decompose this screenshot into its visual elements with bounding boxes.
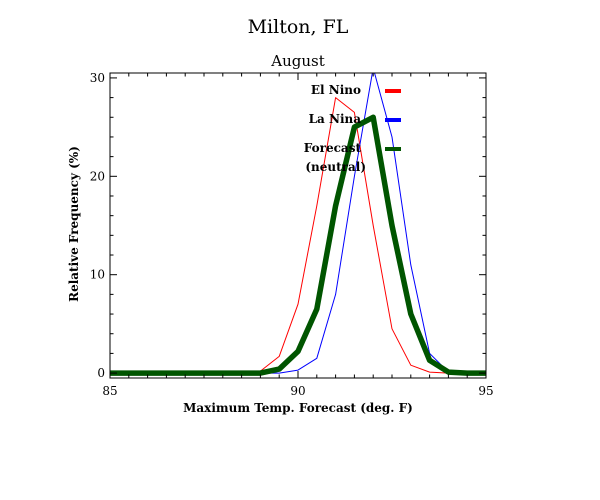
y-tick-label: 10 [90,268,105,282]
legend-label: Forecast (neutral) [304,141,366,174]
y-tick-label: 0 [97,366,105,380]
y-tick-label: 30 [90,71,105,85]
series-line-forecast-neutral [110,114,486,376]
series-line-el-nino [110,97,486,374]
legend-label: El Nino [311,83,361,97]
y-axis-label: Relative Frequency (%) [67,146,81,302]
y-tick-label: 20 [90,169,105,183]
legend-label: La Nina [309,112,362,126]
chart-subtitle: August [270,52,324,70]
x-tick-label: 90 [290,384,305,398]
x-tick-label: 85 [102,384,117,398]
x-tick-label: 95 [478,384,493,398]
plot-frame [109,72,487,379]
series-line-la-nina [110,73,486,374]
chart-title: Milton, FL [248,16,349,38]
x-axis-label: Maximum Temp. Forecast (deg. F) [183,401,413,415]
